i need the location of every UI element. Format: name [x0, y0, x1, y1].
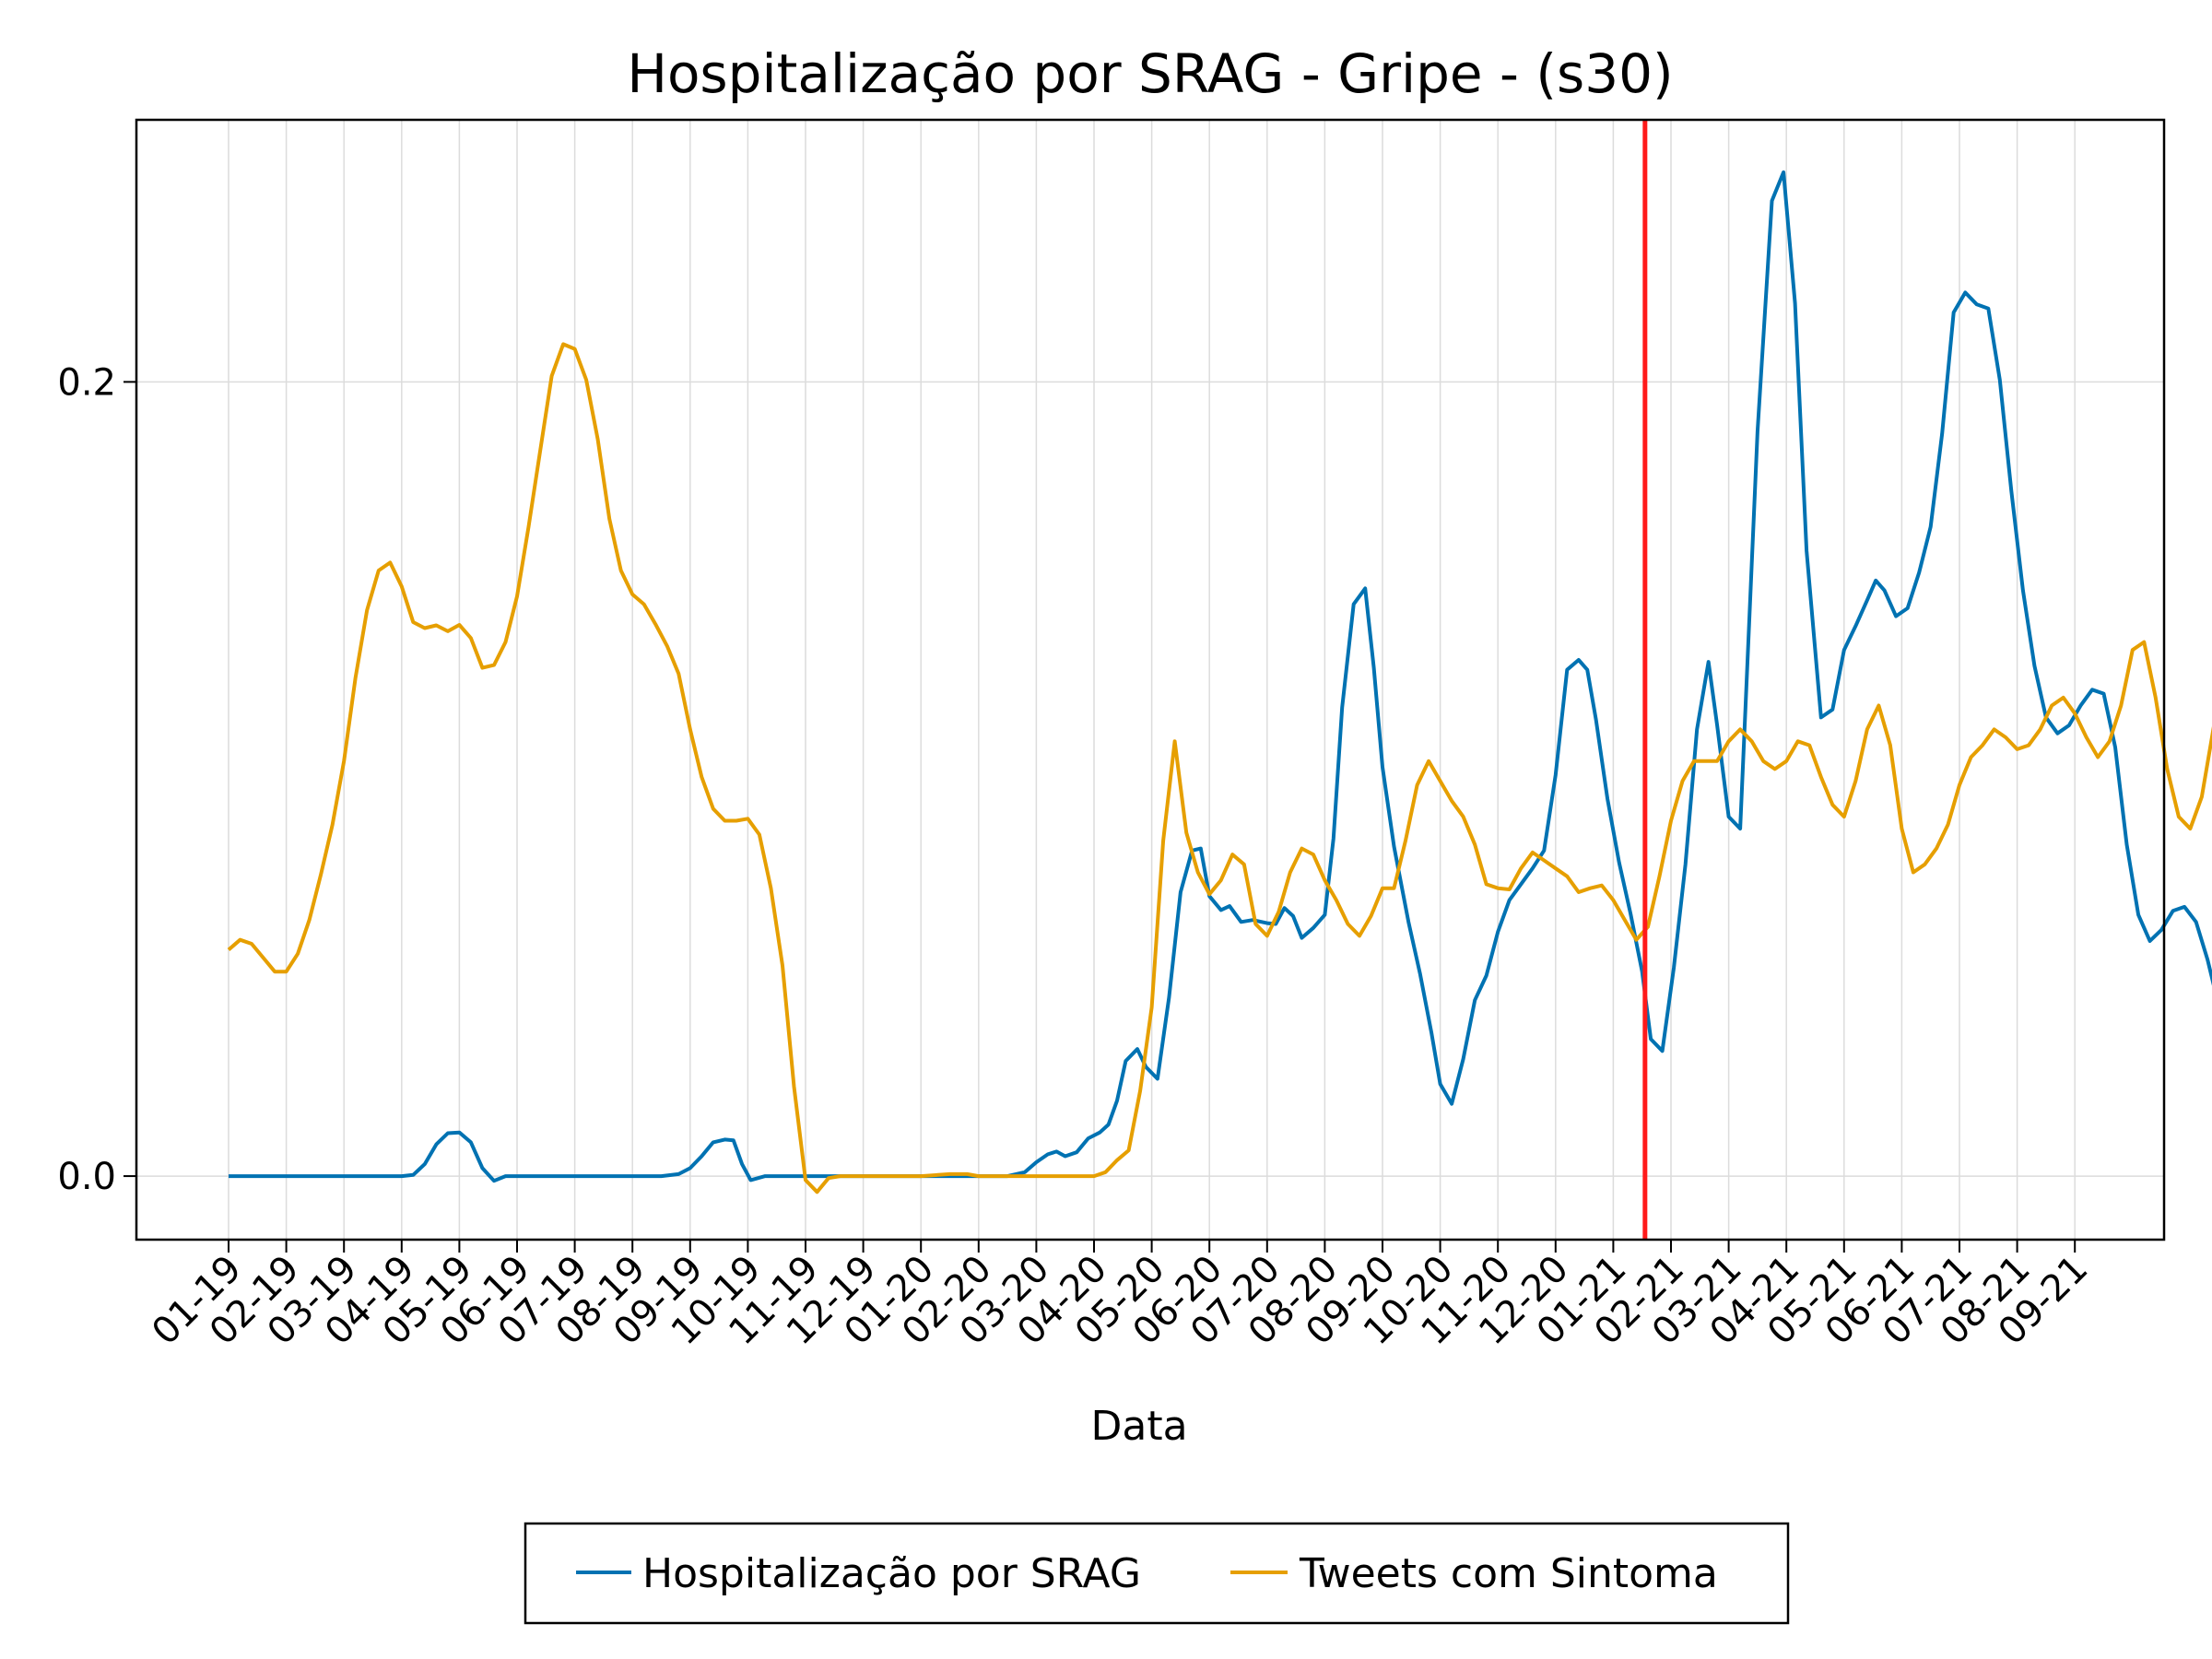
- series-line-tweets: [227, 342, 2212, 1194]
- y-axis-ticks: 0.0 0.2: [57, 361, 136, 1198]
- grid-lines: [136, 120, 2164, 1240]
- y-tick-label: 0.0: [57, 1156, 116, 1198]
- y-tick-label: 0.2: [57, 361, 116, 404]
- plot-frame: [135, 118, 2166, 1241]
- legend-label-srag: Hospitalização por SRAG: [642, 1550, 1141, 1597]
- legend-box: [524, 1522, 1790, 1625]
- series-layer: [227, 170, 2212, 1194]
- series-line-srag: [229, 170, 2212, 1183]
- legend-label-tweets: Tweets com Sintoma: [1299, 1550, 1718, 1597]
- legend: Hospitalização por SRAG Tweets com Sinto…: [524, 1522, 1790, 1625]
- x-axis-label: Data: [1090, 1403, 1187, 1450]
- chart-title: Hospitalização por SRAG - Gripe - (s30): [627, 42, 1673, 105]
